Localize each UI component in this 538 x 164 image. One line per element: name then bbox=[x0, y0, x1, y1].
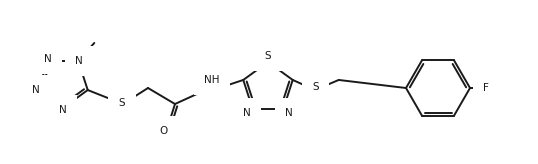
Text: N: N bbox=[75, 56, 83, 66]
Text: S: S bbox=[313, 82, 319, 92]
Text: O: O bbox=[159, 126, 167, 136]
Text: NH: NH bbox=[204, 75, 220, 85]
Text: N: N bbox=[285, 108, 293, 118]
Text: N: N bbox=[59, 105, 67, 115]
Text: F: F bbox=[483, 83, 489, 93]
Text: S: S bbox=[119, 98, 125, 108]
Text: S: S bbox=[265, 51, 271, 61]
Text: N: N bbox=[44, 54, 52, 64]
Text: N: N bbox=[243, 108, 251, 118]
Text: N: N bbox=[32, 85, 40, 95]
